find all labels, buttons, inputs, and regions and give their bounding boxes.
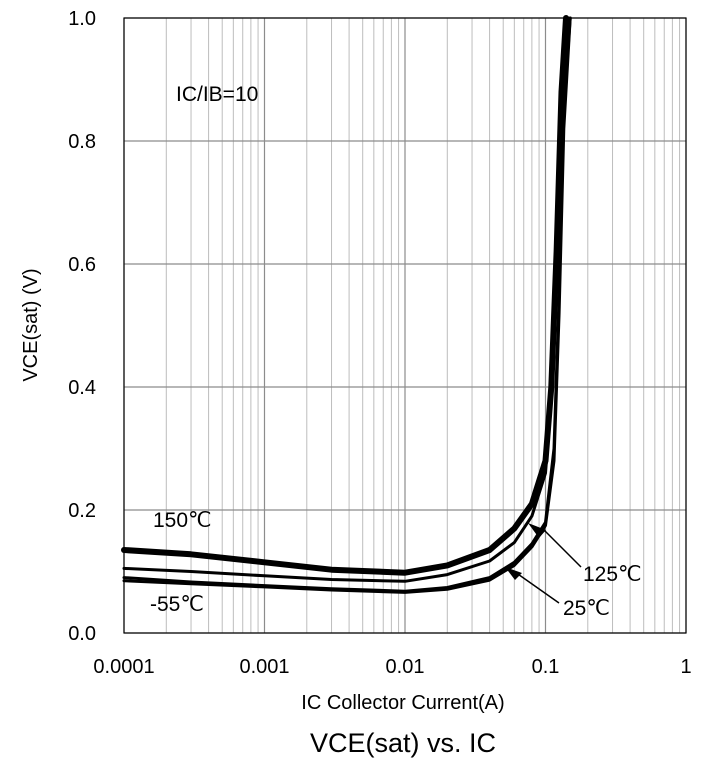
series-line-neg55c [122,16,572,594]
x-tick-label: 0.001 [239,656,289,678]
plot-area-border [123,17,687,634]
chart-title: VCE(sat) vs. IC [310,728,496,758]
x-tick-labels: 0.0001 0.001 0.01 0.1 1 [93,656,691,678]
y-tick-label: 0.4 [68,377,96,399]
series-line-125c [122,16,570,583]
leader-arrow-25c [505,567,522,580]
y-tick-label: 0.2 [68,500,96,522]
series-layer [121,15,572,594]
x-tick-label: 0.1 [532,656,560,678]
ratio-annotation: IC/IB=10 [176,83,258,106]
y-tick-label: 0.6 [68,254,96,276]
x-axis-title: IC Collector Current(A) [301,692,504,714]
minor-gridlines [165,18,681,633]
y-tick-labels: 0.0 0.2 0.4 0.6 0.8 1.0 [68,8,96,645]
series-label-neg55c: -55℃ [150,593,204,616]
leader-line-125c [540,526,582,568]
x-tick-label: 1 [680,656,691,678]
x-tick-label: 0.01 [386,656,425,678]
leader-arrow-125c [528,523,546,538]
x-tick-label: 0.0001 [93,656,154,678]
series-label-25c: 25℃ [563,597,610,620]
series-label-125c: 125℃ [583,563,642,586]
y-axis-title: VCE(sat) (V) [20,268,42,381]
series-label-150c: 150℃ [153,509,212,532]
leader-line-25c [514,571,560,604]
y-tick-label: 1.0 [68,8,96,30]
y-tick-label: 0.8 [68,131,96,153]
y-tick-label: 0.0 [68,623,96,645]
